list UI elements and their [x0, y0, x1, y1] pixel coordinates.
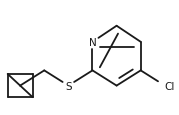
- Text: S: S: [65, 81, 72, 91]
- Text: N: N: [89, 37, 96, 47]
- Text: Cl: Cl: [165, 81, 175, 91]
